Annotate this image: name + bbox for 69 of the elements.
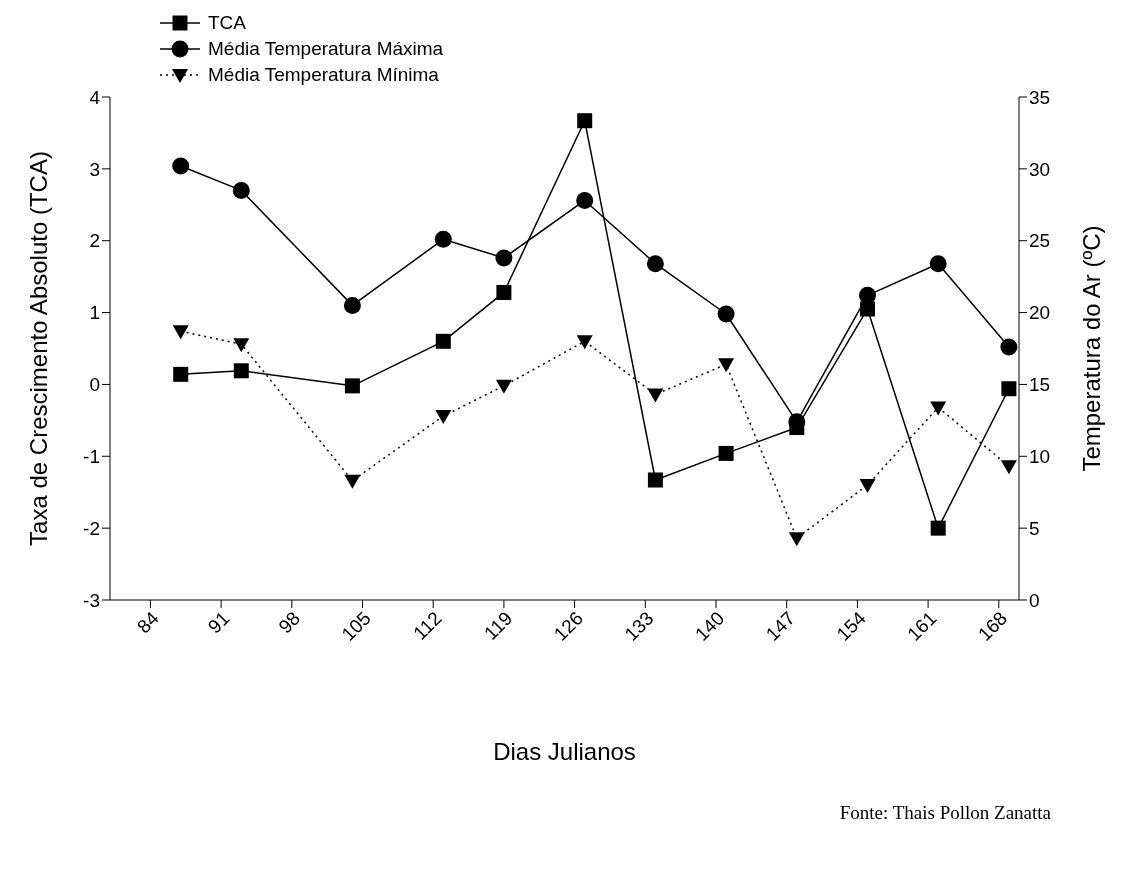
point [718,358,735,373]
point [1000,460,1017,475]
point [435,333,451,349]
x-tick-label: 98 [274,607,305,638]
point [495,379,512,394]
y2-tick-label: 25 [1029,230,1051,252]
point [172,325,189,340]
point [576,191,594,209]
y2-axis-title: Temperatura do Ar (ºC) [1077,225,1105,472]
x-tick-label: 161 [903,607,941,645]
point [434,230,452,248]
x-tick-label: 91 [203,607,234,638]
point [859,479,876,494]
point [646,255,664,273]
x-axis-title: Dias Julianos [493,738,636,765]
y2-tick-label: 30 [1029,158,1051,180]
legend-label: Média Temperatura Máxima [208,38,444,60]
x-tick-label: 119 [479,607,517,644]
point [576,335,593,350]
y-tick-label: -2 [83,517,100,539]
y-tick-label: 2 [89,230,100,252]
point [344,378,360,394]
point [717,305,735,323]
source-note: Fonte: Thais Pollon Zanatta [839,802,1051,824]
point [233,363,249,379]
point [860,301,875,317]
point [647,472,663,488]
point [173,366,189,382]
point [577,113,593,129]
point [930,520,946,536]
legend-label: Média Temperatura Mínima [208,64,439,86]
y-axis-title: Taxa de Crescimento Absoluto (TCA) [24,151,52,546]
x-tick-label: 84 [132,607,164,638]
point [718,445,734,461]
point [435,410,452,425]
point [496,284,512,300]
y2-tick-label: 15 [1029,374,1051,396]
point [232,181,250,199]
point [344,474,361,489]
point [495,249,513,267]
y-tick-label: -3 [83,589,100,611]
x-tick-label: 140 [691,607,729,645]
point [1001,381,1017,397]
point [1000,338,1018,356]
point [233,338,250,353]
point [788,532,805,547]
point [930,401,947,416]
x-tick-label: 168 [973,607,1012,645]
y2-tick-label: 20 [1029,302,1051,324]
point [647,388,664,403]
x-tick-label: 112 [409,607,446,644]
y2-tick-label: 10 [1029,446,1051,468]
y-tick-label: 0 [89,374,100,396]
y-tick-label: 3 [89,158,100,180]
point [929,255,947,273]
y2-tick-label: 5 [1029,517,1040,539]
x-tick-label: 147 [761,607,800,645]
y2-tick-label: 0 [1029,589,1040,611]
legend-label: TCA [208,12,246,34]
x-tick-label: 154 [832,607,871,645]
y-tick-label: 4 [89,86,101,108]
y-tick-label: 1 [89,302,100,324]
y-tick-label: -1 [83,446,100,468]
point [172,157,190,175]
x-tick-label: 133 [620,607,658,645]
y2-tick-label: 35 [1029,86,1051,108]
point [343,296,361,314]
x-tick-label: 126 [549,607,587,645]
x-tick-label: 105 [337,607,375,645]
